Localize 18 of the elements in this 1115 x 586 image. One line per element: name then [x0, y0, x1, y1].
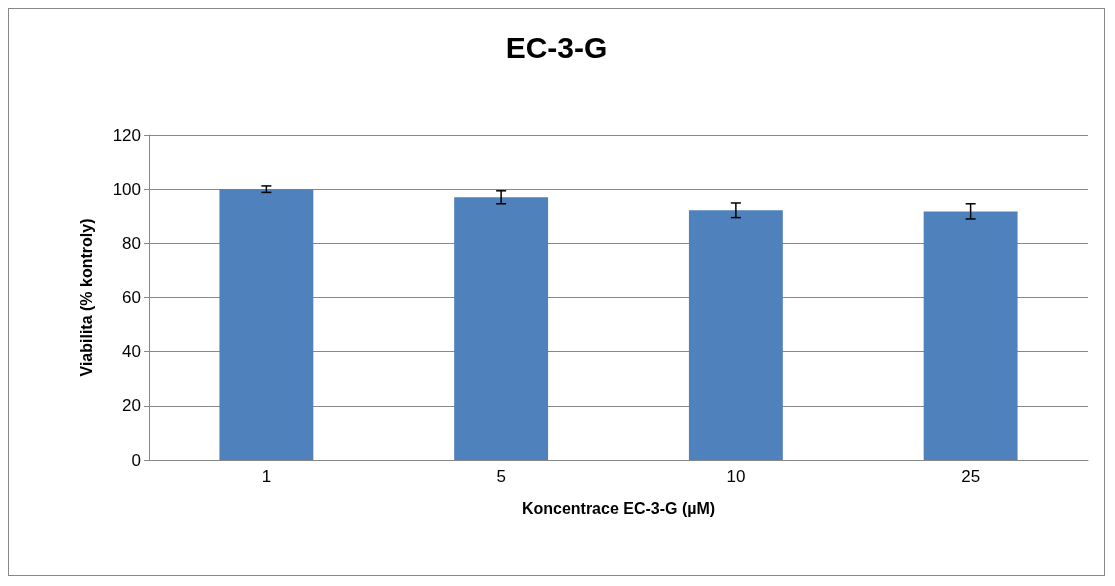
x-tick-label: 25 — [961, 467, 981, 486]
y-tick-label: 20 — [122, 396, 141, 416]
y-tick-label: 40 — [122, 342, 141, 362]
bar — [923, 211, 1018, 460]
x-tick-label: 5 — [496, 467, 506, 486]
x-tick-label: 10 — [726, 467, 746, 486]
x-axis-title: Koncentrace EC-3-G (µM) — [521, 499, 716, 517]
y-tick-label: 60 — [122, 288, 141, 307]
bar — [219, 189, 314, 460]
y-tick-label: 0 — [131, 450, 141, 470]
bar — [688, 210, 783, 460]
x-tick-label: 1 — [261, 467, 272, 486]
chart-title: EC-3-G — [505, 30, 608, 64]
y-tick-label: 120 — [112, 125, 141, 145]
y-axis-title: Viabilita (% kontroly) — [77, 218, 95, 377]
bar — [454, 197, 549, 460]
y-tick-label: 80 — [122, 233, 141, 253]
y-tick-label: 100 — [112, 179, 141, 199]
